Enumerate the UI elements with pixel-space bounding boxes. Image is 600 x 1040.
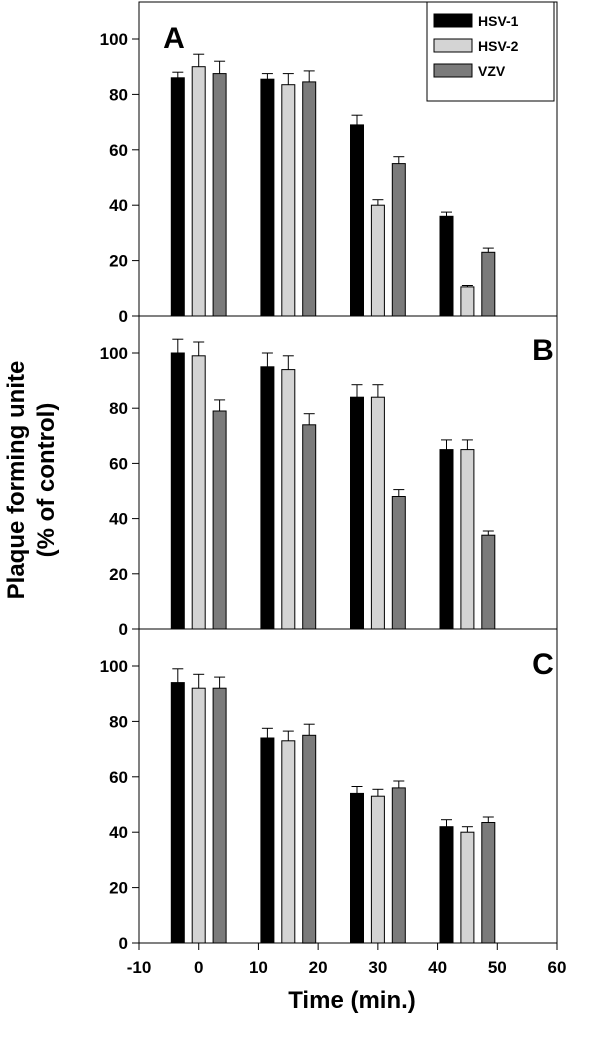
bar-b-vzv-30 [391, 496, 406, 630]
bar-b-hsv-2-0 [191, 355, 206, 630]
x-axis: -10 0 10 20 30 40 50 60 Time (min.) [127, 943, 567, 1014]
bar-b-hsv-1-45 [439, 449, 454, 630]
panel-frame [138, 628, 558, 944]
y-tick-label: 80 [109, 712, 128, 731]
y-tick-label: 80 [109, 85, 128, 104]
bar-c-hsv-1-15 [260, 737, 275, 944]
bar-b-vzv-0 [212, 410, 227, 630]
bar-a-vzv-0 [212, 73, 227, 317]
y-axis-title-text: Plaque forming unite (% of control) [3, 361, 60, 600]
panel-label: A [163, 22, 185, 55]
y-tick-label: 20 [109, 565, 128, 584]
bar-a-hsv-2-15 [281, 84, 296, 317]
legend: HSV-1 HSV-2 VZV [426, 1, 555, 102]
y-axis-title: Plaque forming unite (% of control) [3, 361, 60, 600]
y-tick-label: 40 [109, 823, 128, 842]
panel-label: C [532, 648, 554, 681]
y-tick-label: 100 [100, 30, 128, 49]
bar-b-hsv-2-15 [281, 369, 296, 630]
y-axis-title-line: Plaque forming unite [3, 361, 30, 600]
y-tick-label: 60 [109, 141, 128, 160]
bar-a-hsv-1-30 [350, 124, 364, 317]
panel-c: 0 20 40 60 80 100 C [100, 628, 558, 953]
x-tick-label: 50 [488, 958, 507, 977]
x-tick-label: 60 [548, 958, 567, 977]
bar-b-hsv-1-0 [170, 352, 185, 630]
bar-a-hsv-1-45 [439, 215, 454, 317]
legend-swatch-vzv [433, 63, 473, 78]
y-tick-label: 100 [100, 657, 128, 676]
legend-label-hsv-1: HSV-1 [478, 13, 519, 29]
legend-label-hsv-2: HSV-2 [478, 38, 519, 54]
y-tick-label: 60 [109, 454, 128, 473]
y-tick-label: 20 [109, 252, 128, 271]
bar-a-hsv-2-30 [370, 204, 385, 317]
x-tick-label: 20 [309, 958, 328, 977]
bar-c-hsv-2-0 [191, 687, 206, 944]
legend-swatch-hsv-2 [433, 38, 473, 53]
y-tick-label: 20 [109, 879, 128, 898]
bar-b-hsv-2-45 [460, 449, 475, 630]
y-tick-label: 0 [119, 934, 128, 953]
x-tick-label: -10 [127, 958, 152, 977]
bar-c-hsv-2-30 [370, 795, 385, 944]
legend-label-vzv: VZV [478, 63, 506, 79]
panels: 0 20 40 60 80 100 A 0 20 40 60 80 100 B 0 20 40 60 80 100 C [100, 1, 558, 953]
y-tick-label: 100 [100, 344, 128, 363]
y-tick-label: 0 [119, 620, 128, 639]
bar-a-hsv-1-15 [260, 78, 275, 317]
bar-a-hsv-1-0 [170, 77, 185, 317]
bar-c-vzv-0 [212, 687, 227, 944]
x-tick-label: 0 [194, 958, 203, 977]
y-tick-label: 80 [109, 399, 128, 418]
y-axis-title-line: (% of control) [33, 403, 60, 558]
bar-c-vzv-15 [302, 734, 317, 944]
bar-b-hsv-1-30 [350, 396, 364, 630]
bar-a-vzv-15 [302, 81, 317, 317]
legend-swatch-hsv-1 [433, 13, 473, 28]
bar-c-hsv-1-30 [350, 792, 364, 944]
bar-a-hsv-2-0 [191, 66, 206, 317]
bar-a-vzv-45 [481, 251, 496, 317]
bar-c-hsv-1-45 [439, 826, 454, 944]
x-axis-title: Time (min.) [288, 987, 416, 1014]
x-tick-label: 30 [368, 958, 387, 977]
bar-c-vzv-45 [481, 822, 496, 944]
y-tick-label: 40 [109, 196, 128, 215]
bar-a-vzv-30 [391, 163, 406, 317]
bar-a-hsv-2-45 [460, 286, 475, 317]
x-tick-label: 10 [249, 958, 268, 977]
bar-b-hsv-1-15 [260, 366, 275, 630]
bar-b-hsv-2-30 [370, 396, 385, 630]
bar-c-hsv-2-15 [281, 740, 296, 944]
y-tick-label: 40 [109, 510, 128, 529]
bar-c-hsv-1-0 [170, 682, 185, 944]
y-tick-label: 0 [119, 307, 128, 326]
panel-b: 0 20 40 60 80 100 B [100, 315, 558, 639]
bar-b-vzv-45 [481, 534, 496, 630]
x-tick-label: 40 [428, 958, 447, 977]
y-tick-label: 60 [109, 768, 128, 787]
bar-c-hsv-2-45 [460, 831, 475, 944]
panel-label: B [532, 334, 554, 367]
bar-b-vzv-15 [302, 424, 317, 630]
bar-c-vzv-30 [391, 787, 406, 944]
